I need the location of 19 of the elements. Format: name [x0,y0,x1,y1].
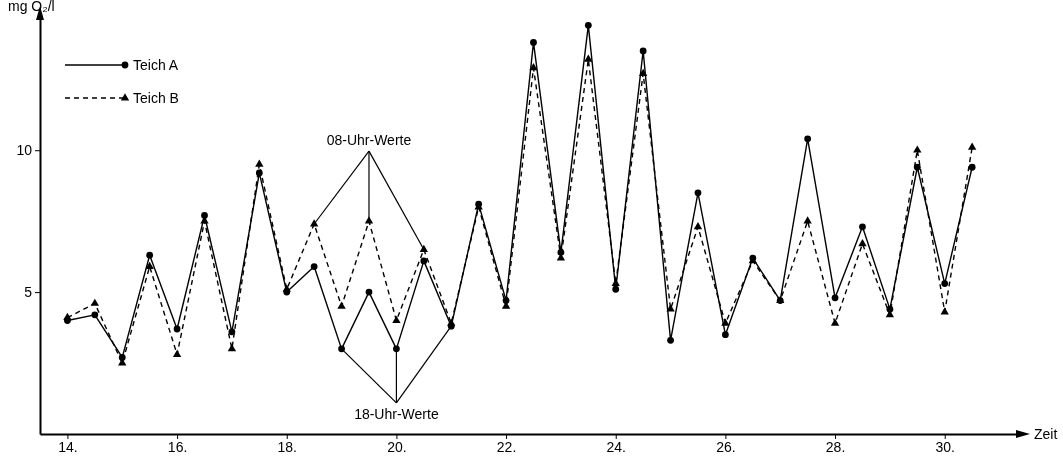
x-axis-title: Zeit [1034,426,1058,442]
annotation: 08-Uhr-Werte [326,132,412,149]
x-tick-label: 22. [496,438,517,455]
annotation: 18-Uhr-Werte [354,405,439,422]
y-tick-label: 10 [16,142,33,159]
x-tick-label: 14. [58,438,78,455]
legend-label: Teich B [133,90,179,106]
x-tick-label: 28. [825,438,846,455]
x-tick-label: 24. [606,438,626,455]
y-tick-label: 5 [24,284,33,301]
x-tick-label: 20. [387,438,407,455]
x-tick-label: 18. [277,438,297,455]
x-tick-label: 26. [716,438,736,455]
legend-key: Teich A [64,57,179,73]
y-axis-title: mg O₂/l [8,0,55,14]
x-tick-label: 30. [935,438,955,455]
legend-label: Teich A [133,57,179,73]
legend-key: Teich B [64,90,179,106]
x-tick-label: 16. [167,438,188,455]
